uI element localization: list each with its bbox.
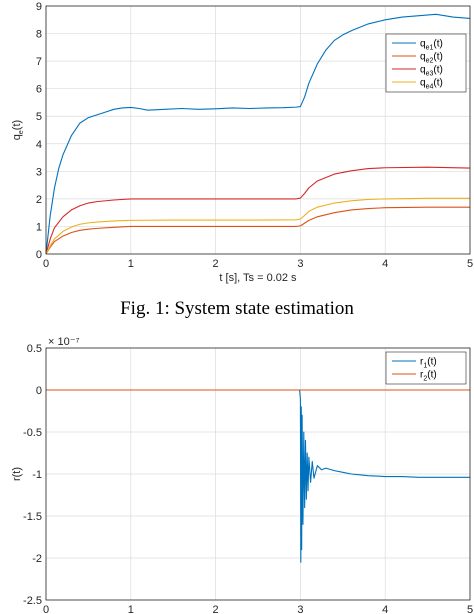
legend-entry-1: r1(t) xyxy=(420,357,437,370)
y-tick-label: 9 xyxy=(36,1,42,13)
residual-chart: 0 1 2 3 4 5 0.5 0 -0.5 -1 -1.5 -2 -2.5 × 10⁻⁷ r(t) r… xyxy=(11,336,473,614)
state-estimation-chart: 0 1 2 3 4 5 0 1 2 3 4 5 6 7 8 9 t [s], Ts = 0.02 s qe(t… xyxy=(11,1,473,284)
x-tick-label: 3 xyxy=(297,604,303,614)
y-tick-label: 4 xyxy=(36,139,42,151)
series-line-3 xyxy=(45,166,471,255)
y-tick-label: -0.5 xyxy=(23,427,42,439)
chart1-grid xyxy=(45,5,471,255)
x-tick-label: 0 xyxy=(43,604,49,614)
x-tick-label: 5 xyxy=(467,258,473,270)
x-tick-label: 2 xyxy=(213,604,219,614)
legend-box xyxy=(385,351,467,385)
y-tick-label: -1.5 xyxy=(23,511,42,523)
chart1-legend: qe1(t)qe2(t)qe3(t)qe4(t) xyxy=(385,33,467,93)
y-tick-label: 5 xyxy=(36,111,42,123)
y-tick-label: 0 xyxy=(36,249,42,261)
chart2-ticks: 0 1 2 3 4 5 0.5 0 -0.5 -1 -1.5 -2 -2.5 xyxy=(23,343,473,614)
x-tick-label: 5 xyxy=(467,604,473,614)
y-tick-label: 6 xyxy=(36,84,42,96)
chart1-ticks: 0 1 2 3 4 5 0 1 2 3 4 5 6 7 8 9 xyxy=(36,1,473,270)
chart2-series xyxy=(46,389,470,563)
x-tick-label: 4 xyxy=(382,604,388,614)
figure-caption: Fig. 1: System state estimation xyxy=(120,298,354,319)
chart1-x-axis-label: t [s], Ts = 0.02 s xyxy=(219,272,297,284)
y-tick-label: -2 xyxy=(32,553,42,565)
x-tick-label: 4 xyxy=(382,258,388,270)
x-tick-label: 3 xyxy=(297,258,303,270)
chart1-series xyxy=(45,13,471,255)
chart1-frame xyxy=(45,5,471,255)
legend-entry-1: qe1(t) xyxy=(420,39,443,52)
chart1-y-axis-label: qe(t) xyxy=(11,120,25,140)
legend-entry-3: qe3(t) xyxy=(420,65,443,78)
y-tick-label: 7 xyxy=(36,56,42,68)
series-line-1 xyxy=(46,389,470,563)
chart2-exponent-label: × 10⁻⁷ xyxy=(48,336,80,348)
x-tick-label: 0 xyxy=(43,258,49,270)
legend-entry-4: qe4(t) xyxy=(420,78,443,91)
series-line-1 xyxy=(45,13,471,255)
y-tick-label: 8 xyxy=(36,29,42,41)
series-line-2 xyxy=(45,206,470,255)
chart2-y-axis-label: r(t) xyxy=(11,467,23,481)
x-tick-label: 1 xyxy=(128,258,134,270)
y-tick-label: 0.5 xyxy=(27,343,42,355)
chart2-frame xyxy=(45,347,471,601)
legend-entry-2: r2(t) xyxy=(420,370,437,383)
y-tick-label: -2.5 xyxy=(23,595,42,607)
y-tick-label: -1 xyxy=(32,469,42,481)
series-line-4 xyxy=(45,197,470,255)
chart2-legend: r1(t)r2(t) xyxy=(385,351,467,385)
y-tick-label: 2 xyxy=(36,194,42,206)
y-tick-label: 1 xyxy=(36,221,42,233)
y-tick-label: 0 xyxy=(36,385,42,397)
y-tick-label: 3 xyxy=(36,166,42,178)
x-tick-label: 2 xyxy=(213,258,219,270)
legend-entry-2: qe2(t) xyxy=(420,52,443,65)
x-tick-label: 1 xyxy=(128,604,134,614)
